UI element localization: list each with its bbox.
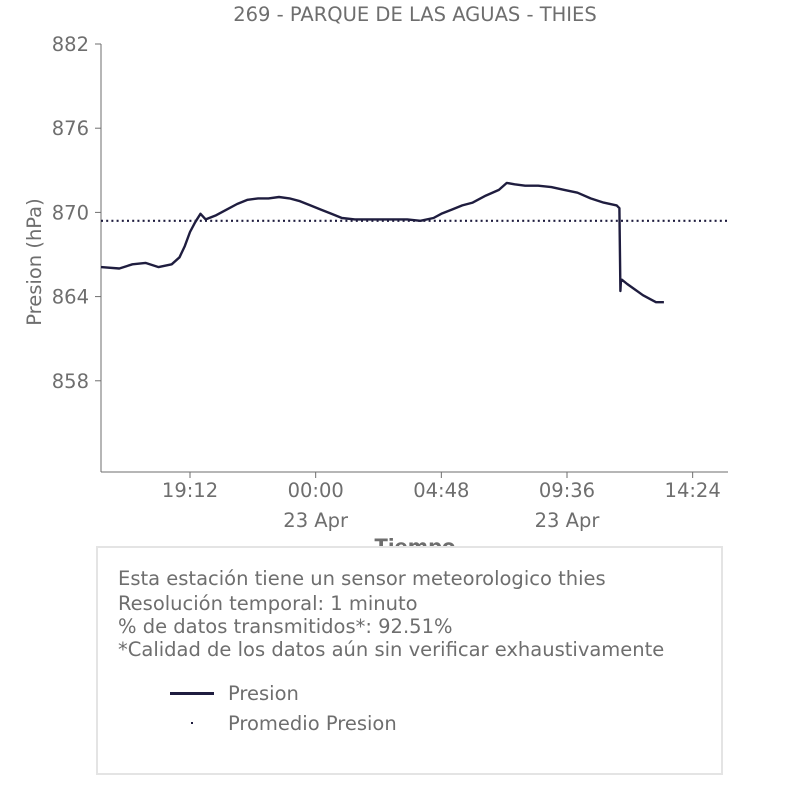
legend-label-promedio: Promedio Presion <box>228 711 397 735</box>
info-box: Esta estación tiene un sensor meteorolog… <box>96 546 723 775</box>
plot-area <box>100 181 728 304</box>
legend-label-presion: Presion <box>228 681 299 705</box>
data-quality-note: *Calidad de los datos aún sin verificar … <box>118 638 665 661</box>
x-tick-label: 09:36 <box>539 479 595 502</box>
y-tick-label: 870 <box>52 201 89 224</box>
y-tick-label: 858 <box>52 370 89 393</box>
series-line-presion <box>100 181 664 304</box>
y-tick-label: 876 <box>52 117 89 140</box>
y-tick-label: 882 <box>52 33 89 56</box>
x-tick-label: 04:48 <box>413 479 469 502</box>
y-tick-label: 864 <box>52 286 89 309</box>
x-tick-label: 00:00 <box>288 479 344 502</box>
axes: 882 876 870 864 858 19:12 00:00 23 Apr 04:48 09:3… <box>52 33 728 532</box>
station-description: Esta estación tiene un sensor meteorolog… <box>118 567 606 590</box>
x-tick-date-label: 23 Apr <box>283 509 349 532</box>
x-tick-label: 14:24 <box>665 479 721 502</box>
legend-dot-swatch <box>170 711 214 735</box>
temporal-resolution: Resolución temporal: 1 minuto <box>118 592 418 615</box>
y-axis-label: Presion (hPa) <box>23 198 46 325</box>
legend-item-promedio: Promedio Presion <box>170 711 397 735</box>
x-tick-label: 19:12 <box>162 479 218 502</box>
x-tick-date-label: 23 Apr <box>535 509 601 532</box>
legend-item-presion: Presion <box>170 681 299 705</box>
legend-line-swatch <box>170 681 214 705</box>
transmitted-data-percent: % de datos transmitidos*: 92.51% <box>118 615 453 638</box>
chart-title: 269 - PARQUE DE LAS AGUAS - THIES <box>233 3 597 26</box>
